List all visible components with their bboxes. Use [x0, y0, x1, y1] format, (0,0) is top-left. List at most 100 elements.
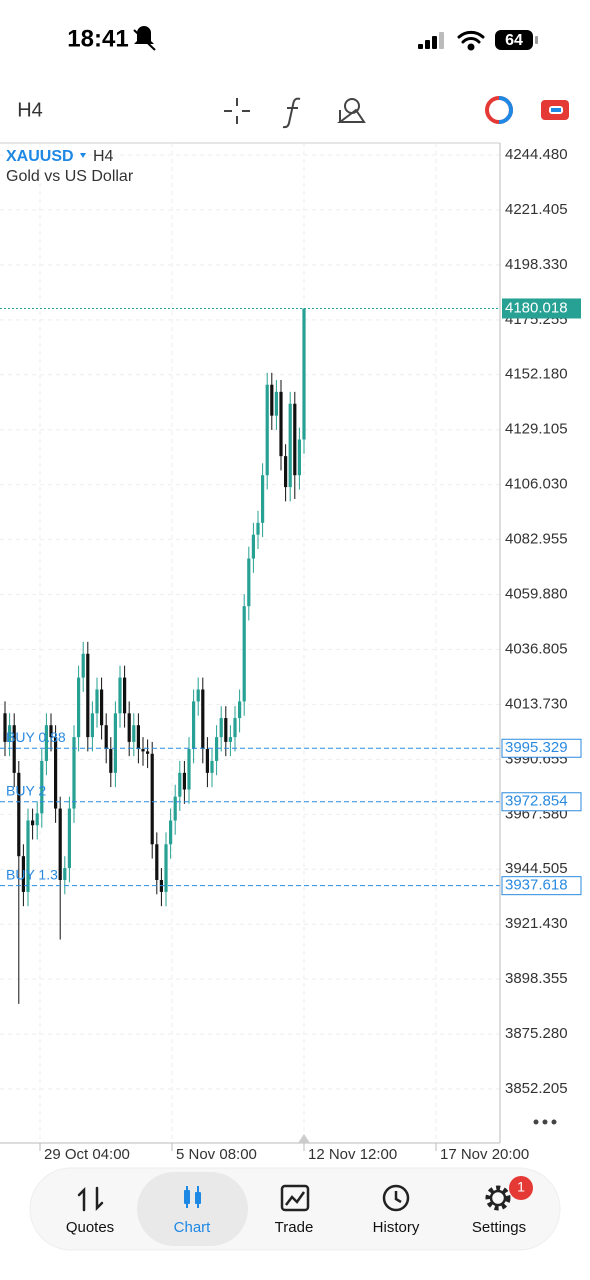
candle-body: [261, 475, 265, 523]
candle-body: [270, 384, 274, 416]
candle-body: [265, 384, 269, 476]
candle-body: [247, 558, 251, 607]
candle-body: [86, 653, 90, 738]
objects-button[interactable]: [337, 98, 366, 123]
candle-body: [178, 772, 182, 797]
candle-body: [274, 391, 278, 416]
y-tick-label: 3875.280: [505, 1025, 568, 1042]
candle-body: [164, 844, 168, 892]
candle-body: [109, 749, 113, 773]
candle-body: [279, 391, 283, 457]
candle-body: [228, 737, 232, 742]
y-tick-label: 4129.105: [505, 421, 568, 438]
crosshair-button[interactable]: [224, 98, 250, 124]
candle-body: [40, 760, 44, 814]
order-price-label: 3995.329: [505, 739, 568, 756]
order-price-box: [501, 738, 582, 758]
candle-body: [150, 753, 154, 845]
history-tab[interactable]: History: [373, 1184, 420, 1236]
candle-body: [155, 844, 159, 880]
symbol-dropdown[interactable]: [80, 153, 86, 158]
y-tick-label: 3898.355: [505, 970, 568, 987]
tab-label: History: [373, 1219, 420, 1236]
candle-body: [141, 749, 145, 752]
candle-body: [63, 868, 67, 880]
tab-label: Quotes: [66, 1219, 114, 1236]
order-price-box: [501, 876, 582, 896]
wifi-icon: [457, 30, 485, 51]
candle-body: [35, 813, 39, 826]
candle-body: [210, 760, 214, 773]
settings-tab[interactable]: Settings 1: [472, 1176, 533, 1236]
tab-label: Trade: [275, 1219, 314, 1236]
battery-icon: 64: [495, 30, 538, 50]
candle-body: [182, 772, 186, 790]
candle-body: [146, 751, 150, 754]
candle-body: [293, 403, 297, 476]
candle-body: [284, 456, 288, 488]
account-button[interactable]: [485, 96, 513, 124]
trade-tab[interactable]: Trade: [275, 1184, 314, 1236]
candle-body: [123, 677, 127, 714]
symbol-description: Gold vs US Dollar: [6, 168, 134, 185]
candle-body: [113, 713, 117, 773]
x-tick-label: 5 Nov 08:00: [176, 1146, 257, 1163]
candle-body: [17, 772, 21, 857]
y-tick-label: 3852.205: [505, 1080, 568, 1097]
candle-body: [136, 725, 140, 750]
current-price-box: [502, 298, 581, 319]
candle-body: [90, 713, 94, 738]
chart: 29 Oct 04:00 5 Nov 08:00 12 Nov 12:00 17 No…: [0, 143, 582, 1163]
candle-body: [72, 737, 76, 809]
trade-button[interactable]: [541, 100, 569, 120]
badge-count: 1: [517, 1179, 525, 1195]
candle-body: [8, 725, 12, 742]
candle-body: [95, 689, 99, 714]
x-tick-label: 12 Nov 12:00: [308, 1146, 397, 1163]
candle-body: [297, 439, 301, 476]
candle-body: [224, 718, 228, 742]
x-tick-label: 29 Oct 04:00: [44, 1146, 130, 1163]
candle-body: [233, 718, 237, 738]
y-tick-label: 4036.805: [505, 640, 568, 657]
candle-body: [26, 820, 30, 892]
candle-body: [173, 796, 177, 821]
active-tab: [137, 1172, 248, 1246]
candle-body: [256, 522, 260, 535]
y-tick-label: 4244.480: [505, 146, 568, 163]
signal-icon: [418, 32, 444, 49]
candle-body: [187, 749, 191, 790]
candle-body: [44, 725, 48, 761]
candle-body: [54, 737, 58, 809]
candle-body: [77, 677, 81, 738]
order-label: BUY 2: [6, 782, 46, 798]
timeframe-button[interactable]: H4: [17, 99, 43, 121]
candle-body: [81, 653, 85, 678]
candle-body: [169, 820, 173, 845]
candle-body: [127, 713, 131, 742]
candle-body: [132, 725, 136, 742]
quotes-tab[interactable]: Quotes: [66, 1186, 114, 1236]
y-tick-label: 3921.430: [505, 915, 568, 932]
candle-body: [3, 713, 7, 742]
candle-body: [242, 606, 246, 702]
symbol[interactable]: XAUUSD: [6, 148, 74, 165]
current-price-label: 4180.018: [505, 299, 568, 316]
y-tick-label: 3944.505: [505, 860, 568, 877]
candle-body: [49, 725, 53, 738]
candle-body: [205, 749, 209, 773]
candle-body: [21, 856, 25, 892]
candle-body: [118, 677, 122, 714]
candle-body: [201, 689, 205, 750]
more-button[interactable]: [533, 1119, 557, 1125]
indicators-button[interactable]: [282, 97, 301, 129]
status-time: 18:41: [67, 25, 128, 52]
candle-body: [58, 808, 62, 880]
x-tick-label: 17 Nov 20:00: [440, 1146, 529, 1163]
candle-body: [12, 725, 16, 773]
chart-tab[interactable]: Chart: [174, 1186, 212, 1236]
candle-body: [31, 820, 35, 826]
y-tick-label: 4152.180: [505, 366, 568, 383]
candle-body: [238, 701, 242, 719]
